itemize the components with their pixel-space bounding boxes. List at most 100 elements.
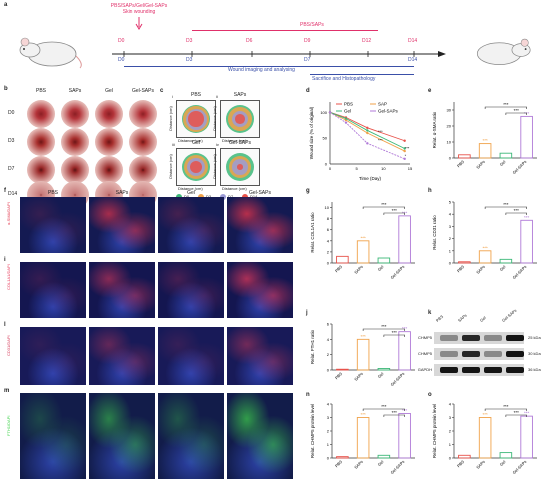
bar bbox=[458, 154, 471, 159]
western-lane-label: Gel bbox=[478, 315, 487, 323]
data-point bbox=[328, 111, 332, 114]
stain-label: FTH1/DAPI bbox=[6, 415, 11, 436]
x-tick-label: 5 bbox=[356, 166, 359, 171]
x-tick-label: PBS bbox=[456, 264, 465, 273]
x-tick-label: PBS bbox=[334, 264, 343, 273]
microscopy-image bbox=[158, 197, 224, 253]
rat-illustration-right bbox=[470, 30, 532, 75]
comparison-bracket bbox=[505, 112, 527, 115]
bar bbox=[336, 368, 349, 371]
contour-title: SAPs bbox=[233, 92, 247, 98]
microscopy-image bbox=[20, 327, 86, 385]
data-point bbox=[344, 121, 348, 124]
comparison-bracket bbox=[484, 106, 527, 109]
series-line bbox=[329, 111, 405, 142]
y-axis-label: Relat. CHMP5 protein level bbox=[310, 404, 315, 458]
western-band bbox=[484, 335, 502, 341]
comparison-bracket bbox=[362, 408, 405, 411]
y-tick-label: 10 bbox=[447, 140, 452, 145]
y-tick-label: 1 bbox=[327, 442, 330, 447]
data-point bbox=[344, 117, 348, 120]
wound-group-header: Gel-SAPs bbox=[132, 88, 154, 94]
legend-label: D14 bbox=[250, 194, 257, 199]
wound-photo bbox=[61, 156, 89, 184]
significance-mark: *** bbox=[360, 412, 366, 417]
microscopy-image bbox=[227, 197, 293, 253]
wound-photo bbox=[95, 156, 123, 184]
panel-label-l: l bbox=[4, 322, 6, 328]
bar bbox=[377, 368, 391, 371]
panel-label-a: a bbox=[4, 2, 8, 8]
y-axis-label: Wound size (% of original) bbox=[309, 106, 314, 159]
contour-xlabel: Distance (cm) bbox=[178, 138, 203, 143]
wound-day-label: D0 bbox=[8, 110, 15, 116]
x-tick-label: Gel bbox=[499, 159, 507, 167]
x-tick-label: Gel bbox=[499, 264, 507, 272]
significance-mark: *** bbox=[360, 235, 366, 240]
x-tick-label: SAPs bbox=[475, 459, 486, 470]
significance-mark: *** bbox=[392, 330, 398, 335]
bar bbox=[520, 115, 533, 159]
bar bbox=[499, 452, 513, 459]
significance-mark: *** bbox=[514, 208, 520, 213]
significance-mark: *** bbox=[524, 215, 530, 220]
wound-group-header: PBS bbox=[35, 88, 46, 94]
microscopy-image bbox=[20, 393, 86, 479]
contour-subpanel-index: iv bbox=[216, 142, 219, 147]
y-tick-label: 2 bbox=[327, 249, 330, 254]
x-tick-label: Gel-SAPs bbox=[511, 159, 527, 175]
data-point bbox=[403, 147, 406, 150]
western-band bbox=[506, 335, 524, 341]
asma-ratio-chart: 0 10 20 30 Relat. α-SMA ratio PBS SAPs *** Gel Ge… bbox=[428, 92, 543, 187]
microscopy-image bbox=[20, 262, 86, 318]
microscopy-image bbox=[158, 262, 224, 318]
wound-group-header: SAPs bbox=[68, 88, 82, 94]
panel-label-e: e bbox=[428, 88, 432, 94]
western-band bbox=[462, 367, 480, 373]
series-line bbox=[329, 111, 405, 160]
panel-label-c: c bbox=[160, 88, 164, 94]
timeline-day-bottom: D3 bbox=[186, 57, 193, 63]
x-tick-label: Gel bbox=[377, 371, 385, 379]
x-tick-label: Gel-SAPs bbox=[389, 459, 405, 475]
contour-subpanel-index: i bbox=[172, 94, 173, 99]
microscopy-image bbox=[20, 197, 86, 253]
contour-xlabel: Distance (cm) bbox=[222, 138, 247, 143]
western-blot: PBS SAPs Gel Gel-SAPs CHMP5 25 kDa CHMP5 30 kD… bbox=[418, 308, 544, 384]
sacrifice-bracket bbox=[310, 74, 414, 75]
significance-mark: *** bbox=[381, 324, 387, 329]
microscopy-group-header: Gel-SAPs bbox=[249, 190, 271, 196]
imaging-bracket bbox=[124, 66, 414, 67]
bar bbox=[377, 257, 391, 264]
timeline-wounding-label: Skin wounding bbox=[122, 9, 156, 15]
legend-label: Gel-SAPs bbox=[378, 109, 399, 114]
comparison-bracket bbox=[484, 408, 527, 411]
y-tick-label: 2 bbox=[449, 236, 452, 241]
y-axis-label: Relat. CD31 ratio bbox=[432, 215, 437, 250]
cd31-ratio-chart: 0 1 2 3 4 5 Relat. CD31 ratio PBS SAPs *** Gel Gel-… bbox=[428, 192, 543, 292]
significance-mark: *** bbox=[378, 129, 383, 134]
panel-label-d: d bbox=[306, 88, 310, 94]
wound-day-label: D3 bbox=[8, 138, 15, 144]
wound-photo bbox=[129, 100, 157, 128]
x-tick-label: SAPs bbox=[475, 159, 486, 170]
legend-label: PBS bbox=[344, 102, 353, 107]
microscopy-image bbox=[158, 393, 224, 479]
y-tick-label: 4 bbox=[327, 402, 330, 407]
y-tick-label: 3 bbox=[327, 415, 330, 420]
y-axis-label: Relat. FTH1 ratio bbox=[310, 329, 315, 364]
western-lane-label: PBS bbox=[434, 314, 445, 323]
western-lane-label: SAPs bbox=[456, 312, 468, 323]
rat-illustration-left bbox=[16, 30, 84, 75]
bar bbox=[520, 219, 533, 264]
contour-ylabel: Distance (cm) bbox=[167, 154, 173, 179]
bar bbox=[377, 454, 391, 459]
y-tick-label: 0 bbox=[327, 456, 330, 461]
x-tick-label: SAPs bbox=[353, 371, 364, 382]
contour-blob bbox=[235, 114, 245, 124]
wound-photo bbox=[129, 128, 157, 156]
y-tick-label: 0 bbox=[449, 156, 452, 161]
y-tick-label: 4 bbox=[327, 238, 330, 243]
x-tick-label: 10 bbox=[381, 166, 386, 171]
comparison-bracket bbox=[505, 212, 527, 215]
